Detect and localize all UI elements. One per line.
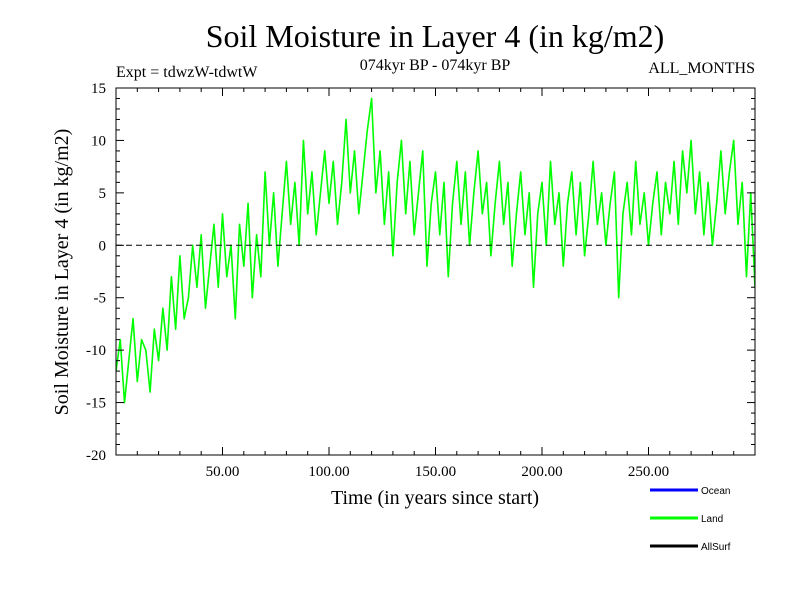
legend-label-allsurf: AllSurf [701, 542, 731, 553]
y-tick-label: -15 [86, 396, 106, 412]
x-tick-label: 150.00 [415, 464, 456, 480]
x-tick-label: 200.00 [521, 464, 562, 480]
legend: Ocean Land AllSurf [650, 486, 731, 553]
y-tick-label: -10 [86, 343, 106, 359]
chart-subtitle-left: Expt = tdwzW-tdwtW [116, 64, 258, 81]
y-tick-label: 10 [91, 133, 106, 149]
legend-label-land: Land [701, 514, 723, 525]
x-tick-label: 50.00 [206, 464, 240, 480]
chart-title: Soil Moisture in Layer 4 (in kg/m2) [206, 18, 665, 54]
y-axis-label: Soil Moisture in Layer 4 (in kg/m2) [51, 129, 73, 416]
y-tick-label: -20 [86, 448, 106, 464]
chart-subtitle-center: 074kyr BP - 074kyr BP [360, 57, 511, 74]
y-tick-label: -5 [94, 291, 107, 307]
chart-subtitle-right: ALL_MONTHS [648, 60, 755, 77]
legend-label-ocean: Ocean [701, 486, 730, 497]
x-tick-label: 250.00 [628, 464, 669, 480]
y-tick-label: 5 [99, 186, 107, 202]
y-axis: -20 -15 -10 -5 0 5 10 15 [86, 81, 755, 464]
x-axis: 50.00 100.00 150.00 200.00 250.00 [136, 88, 735, 480]
y-tick-label: 0 [99, 238, 107, 254]
x-tick-label: 100.00 [308, 464, 349, 480]
x-axis-label: Time (in years since start) [331, 487, 539, 509]
y-tick-label: 15 [91, 81, 106, 97]
